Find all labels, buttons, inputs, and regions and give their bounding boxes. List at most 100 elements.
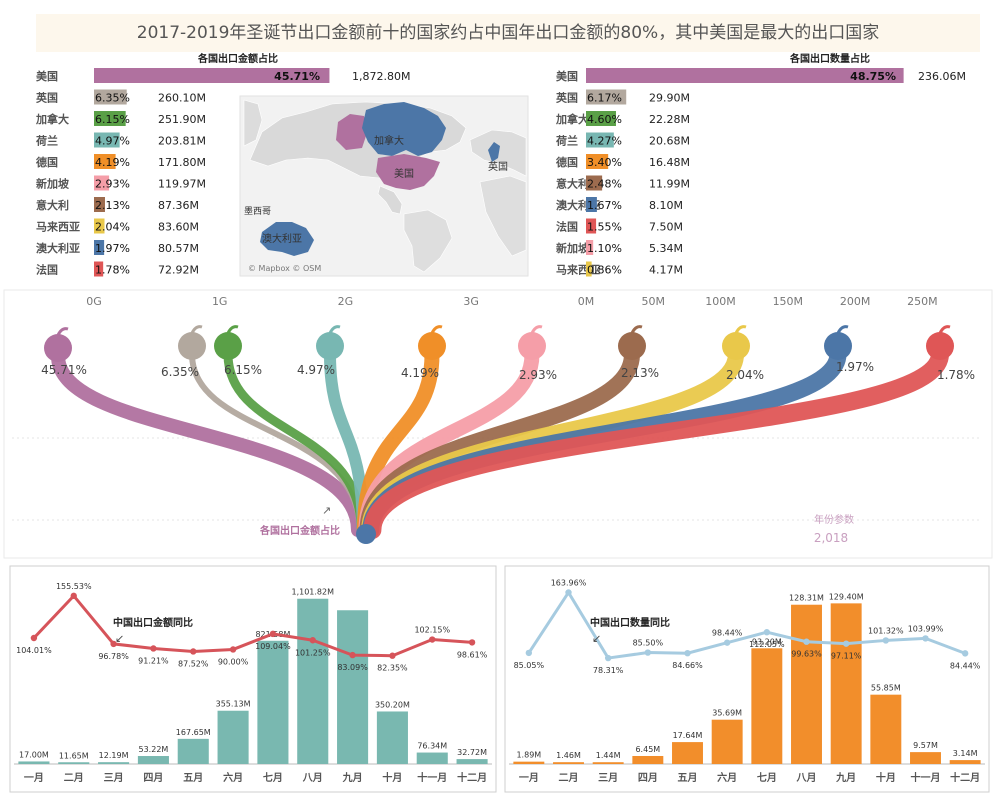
yoy-label: 96.78% — [98, 652, 129, 661]
yoy-label: 103.99% — [908, 624, 944, 633]
pct-label: 48.75% — [850, 70, 896, 83]
value-label: 16.48M — [649, 156, 690, 169]
yoy-point — [309, 637, 316, 644]
value-label: 11.99M — [649, 178, 690, 191]
month-label: 八月 — [302, 772, 323, 784]
yoy-point — [468, 639, 476, 646]
month-bar — [18, 761, 50, 764]
apple-stem-icon — [226, 325, 239, 334]
pct-label: 6.17% — [587, 92, 622, 105]
apple-icon — [518, 332, 546, 360]
apple-stem-icon — [530, 325, 543, 334]
apple-stem-icon — [430, 325, 443, 334]
value-label: 4.17M — [649, 264, 683, 277]
chart-frame — [504, 565, 990, 793]
yoy-point — [644, 649, 652, 656]
year-parameter-value: 2,018 — [814, 531, 848, 545]
yoy-line — [527, 589, 966, 660]
month-label: 三月 — [104, 772, 124, 784]
month-label: 十一月 — [911, 771, 941, 784]
bar-value-label: 17.64M — [673, 731, 703, 740]
yoy-point — [842, 640, 850, 647]
monthly-quantity-chart: 1.89M 一月 1.46M 二月 1.44M 三月 6.45M 四月 17.64M 五月 35.6… — [504, 565, 990, 793]
pct-label: 4.19% — [95, 156, 130, 169]
month-label: 一月 — [519, 772, 539, 784]
pct-label: 0.86% — [587, 264, 622, 277]
apple-stem-icon — [328, 325, 341, 334]
category-label: 美国 — [36, 69, 58, 83]
yoy-point — [922, 635, 929, 642]
bar-germany — [94, 154, 116, 169]
bar-value-label: 128.31M — [789, 594, 824, 603]
bar-singapore — [94, 175, 110, 191]
month-label: 九月 — [835, 771, 856, 784]
value-label: 251.90M — [158, 113, 206, 126]
monthly-amount-chart: 17.00M 一月 11.65M 二月 12.19M 三月 53.22M 四月 167.65M 五… — [9, 565, 497, 793]
apple-stem-icon — [836, 325, 849, 334]
world-map[interactable]: 加拿大 美国 英国 墨西哥 澳大利亚 © Mapbox © OSM — [239, 95, 529, 277]
value-label: 7.50M — [649, 221, 683, 234]
month-label: 三月 — [598, 772, 618, 784]
category-label: 新加坡 — [556, 241, 590, 255]
month-bar — [632, 755, 664, 764]
map-label-usa: 美国 — [394, 167, 414, 180]
month-bar — [949, 760, 981, 764]
month-label: 十月 — [382, 771, 402, 784]
apple-stem-icon — [190, 325, 203, 334]
yoy-label: 84.66% — [672, 661, 703, 670]
month-label: 四月 — [638, 772, 658, 784]
apple-icon — [44, 334, 72, 362]
value-label: 5.34M — [649, 242, 683, 255]
pct-label: 2.48% — [587, 178, 622, 191]
yoy-label: 109.04% — [255, 642, 291, 651]
axis-tick-label: 200M — [840, 295, 871, 308]
yoy-label: 84.44% — [950, 661, 981, 670]
yoy-point — [110, 640, 117, 648]
bar-malaysia — [586, 261, 592, 277]
yoy-point — [684, 649, 691, 657]
month-bar — [830, 603, 862, 764]
bar-singapore — [586, 240, 594, 255]
yoy-point — [269, 630, 277, 638]
asia-east-shape — [243, 99, 263, 147]
bar-value-label: 76.34M — [417, 742, 447, 751]
pct-label: 4.97% — [95, 135, 130, 148]
flow-pct-label: 6.15% — [224, 363, 262, 377]
month-label: 二月 — [64, 772, 84, 784]
yoy-label: 85.05% — [514, 661, 545, 670]
yoy-label: 82.35% — [377, 664, 408, 673]
apple-icon — [824, 332, 852, 360]
flow-title: 各国出口金额占比 — [259, 524, 340, 537]
axis-tick-label: 0G — [86, 295, 102, 308]
map-label-uk: 英国 — [488, 160, 508, 173]
pct-label: 2.93% — [95, 178, 130, 191]
month-label: 七月 — [263, 771, 283, 784]
bar-usa — [94, 68, 330, 83]
bar-value-label: 11.65M — [59, 751, 89, 760]
month-bar — [376, 711, 408, 764]
axis-tick-label: 3G — [463, 295, 479, 308]
month-label: 五月 — [678, 772, 698, 784]
bar-uk — [94, 89, 127, 105]
axis-tick-label: 250M — [907, 295, 938, 308]
category-label: 新加坡 — [36, 177, 70, 191]
yoy-point — [803, 638, 810, 645]
axis-tick-label: 1G — [212, 295, 228, 308]
value-label: 8.10M — [649, 199, 683, 212]
bar-value-label: 35.69M — [712, 709, 742, 718]
bar-canada — [586, 111, 616, 126]
yoy-point — [723, 639, 731, 646]
yoy-label: 87.52% — [178, 659, 209, 668]
uk-shape — [488, 142, 500, 162]
yoy-label: 90.00% — [218, 657, 249, 666]
bar-value-label: 3.14M — [953, 749, 978, 758]
axis-tick-label: 2G — [338, 295, 354, 308]
chart-title: 中国出口金额同比 — [113, 616, 193, 629]
apple-stem-icon — [630, 325, 643, 334]
yoy-label: 101.25% — [295, 648, 331, 657]
month-bar — [592, 762, 624, 764]
yoy-point — [429, 636, 436, 643]
yoy-label: 104.01% — [16, 646, 52, 655]
month-bar — [297, 598, 329, 764]
